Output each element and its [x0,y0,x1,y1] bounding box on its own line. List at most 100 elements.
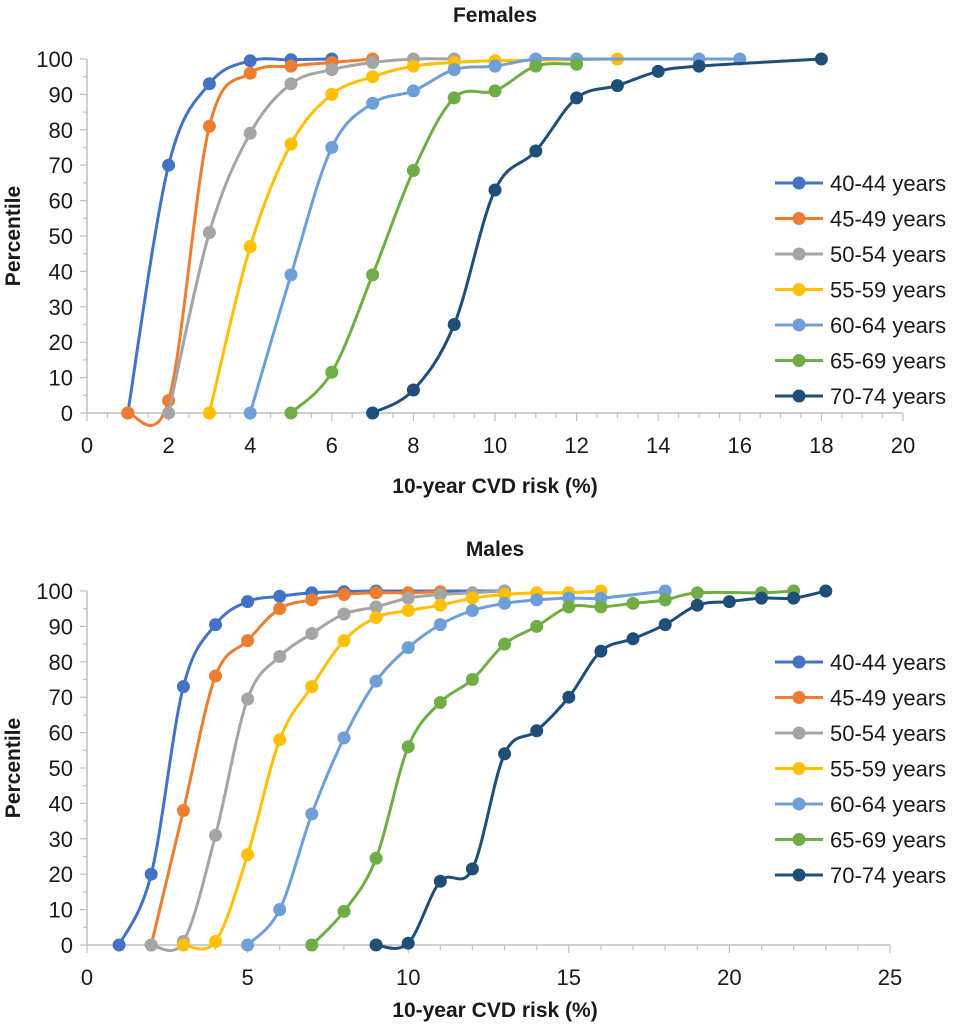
y-tick-label: 70 [49,685,73,710]
legend-marker-icon [792,726,806,740]
data-point [176,938,190,952]
legend-marker-icon [792,176,806,190]
series-line [117,589,507,947]
series-line [248,56,742,415]
data-point [121,406,135,420]
data-point [284,268,298,282]
data-point [406,383,420,397]
data-point [202,119,216,133]
data-point [594,644,608,658]
data-point [658,593,672,607]
y-axis-label: Percentile [2,718,25,818]
legend: 40-44 years 45-49 years 50-54 years 55-59 y… [775,171,946,409]
legend-marker-icon [792,655,806,669]
data-point [176,804,190,817]
data-point [243,406,257,420]
y-tick-label: 30 [49,827,73,852]
legend-marker-icon [792,354,806,367]
x-tick-label: 16 [728,433,752,458]
legend-marker-icon [792,868,806,882]
y-tick-label: 60 [49,189,73,214]
y-tick-label: 90 [49,82,73,107]
data-point [722,595,736,609]
data-point [305,807,319,821]
legend-marker-icon [792,691,806,704]
series-70-74-years [369,584,833,952]
x-tick-label: 0 [81,965,93,990]
data-point [465,591,479,605]
data-point [243,240,257,254]
data-point [202,406,216,420]
y-tick-label: 50 [49,224,73,249]
legend-item: 60-64 years [775,792,946,817]
data-point [406,59,420,73]
x-tick-label: 20 [891,433,915,458]
series-line [289,62,579,415]
series-50-54-years [144,584,512,953]
data-point [562,690,576,704]
data-point [658,584,672,598]
x-tick-label: 12 [564,433,588,458]
series-line [371,57,823,415]
data-point [530,724,544,738]
data-point [465,604,479,617]
data-point [209,618,222,632]
legend-item: 40-44 years [775,650,946,675]
data-point [366,70,380,84]
data-point [176,680,190,694]
data-point [787,591,801,605]
series-55-59-years [176,584,608,952]
axes: 0 10 20 30 40 50 60 70 80 90 100 0 2 4 6 8 10 12 14 16 18 20 [36,47,915,458]
legend-item: 60-64 years [775,313,946,338]
data-point [433,696,447,709]
data-point [273,733,287,747]
x-tick-label: 25 [878,965,902,990]
series-55-59-years [202,52,624,420]
legend-item: 55-59 years [775,278,946,303]
data-point [369,851,383,865]
x-tick-label: 18 [809,433,833,458]
data-point [209,669,222,683]
legend-label: 45-49 years [830,207,946,232]
data-point [305,593,319,607]
data-point [626,596,640,610]
data-point [284,77,298,91]
y-tick-label: 10 [49,898,73,923]
legend-item: 65-69 years [775,828,946,853]
y-tick-label: 40 [49,259,73,284]
data-point [273,903,287,917]
data-point [530,593,544,607]
data-point [594,600,608,614]
data-point [401,740,415,754]
data-point [498,588,512,601]
data-point [366,56,380,69]
series-65-69-years [284,57,584,420]
x-tick-label: 15 [557,965,581,990]
y-axis-label: Percentile [2,186,25,286]
legend-marker-icon [792,833,806,846]
y-tick-label: 20 [49,862,73,887]
data-point [570,91,584,105]
data-point [369,611,383,624]
y-tick-label: 100 [36,579,73,604]
data-point [488,59,502,73]
series-line [207,57,619,415]
legend-item: 50-54 years [775,242,946,267]
data-point [305,938,319,952]
legend-item: 40-44 years [775,171,946,196]
data-point [366,96,380,110]
legend-marker-icon [792,797,806,811]
y-tick-label: 90 [49,614,73,639]
data-point [692,59,706,73]
data-point [305,680,319,694]
y-tick-label: 40 [49,791,73,816]
data-point [447,63,461,77]
series-65-69-years [305,584,801,952]
data-point [241,848,255,862]
legend-marker-icon [792,762,806,775]
data-point [658,618,672,632]
data-point [284,59,298,73]
males-chart: Males 10-year CVD risk (%) Percentile 0 1… [2,538,946,1022]
y-tick-label: 10 [49,366,73,391]
